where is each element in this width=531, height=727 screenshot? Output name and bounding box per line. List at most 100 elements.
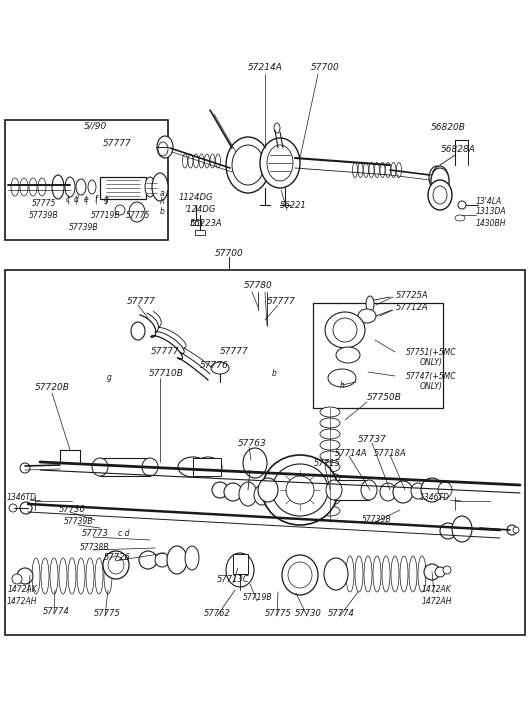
Circle shape [458,201,466,209]
Text: 57730: 57730 [58,505,85,513]
Ellipse shape [320,429,340,439]
Text: 57214A: 57214A [247,63,282,73]
Bar [193,458,221,476]
Ellipse shape [431,168,449,194]
Text: 57777: 57777 [151,348,179,356]
Ellipse shape [286,476,314,504]
Bar [233,554,248,574]
Text: 57775: 57775 [126,211,150,220]
Ellipse shape [108,556,124,574]
Text: 57750B: 57750B [367,393,402,403]
Text: 57775: 57775 [93,609,121,619]
Ellipse shape [366,296,374,312]
Bar [313,303,443,408]
Ellipse shape [52,175,64,199]
Ellipse shape [226,553,254,587]
Ellipse shape [68,558,76,594]
Text: 1472AK: 1472AK [422,585,452,595]
Ellipse shape [421,478,443,502]
Text: 1313DA: 1313DA [476,207,507,217]
Text: ONLY): ONLY) [420,358,443,366]
Circle shape [17,568,33,584]
Ellipse shape [438,482,452,498]
Ellipse shape [409,556,417,592]
Ellipse shape [211,362,229,374]
Bar [191,220,201,225]
Ellipse shape [452,516,472,542]
Circle shape [20,463,30,473]
Text: 57737: 57737 [357,435,387,444]
Text: 57720B: 57720B [35,384,70,393]
Ellipse shape [104,558,112,594]
Ellipse shape [243,448,267,478]
Bar [100,177,146,199]
Circle shape [155,553,169,567]
Ellipse shape [129,202,145,222]
Ellipse shape [320,462,340,472]
Text: 57777: 57777 [126,297,156,307]
Ellipse shape [38,178,46,196]
Ellipse shape [374,163,380,177]
Ellipse shape [193,154,199,168]
Ellipse shape [262,455,338,525]
Circle shape [440,523,456,539]
Ellipse shape [194,457,222,477]
Text: h: h [160,198,165,206]
Ellipse shape [216,154,220,168]
Ellipse shape [50,558,58,594]
Ellipse shape [157,136,173,158]
Ellipse shape [131,322,145,340]
Ellipse shape [145,177,155,197]
Ellipse shape [204,154,210,168]
Text: 57739B: 57739B [29,211,59,220]
Text: b: b [160,206,165,215]
Ellipse shape [88,180,96,194]
Circle shape [12,574,22,584]
Ellipse shape [418,556,426,592]
Bar [100,458,150,476]
Ellipse shape [328,369,356,387]
Text: 57714A: 57714A [335,449,367,457]
Text: 57747(+5MC: 57747(+5MC [406,371,457,380]
Ellipse shape [185,546,199,570]
Ellipse shape [267,145,293,181]
Text: 5//90: 5//90 [83,121,107,131]
Text: 57719B: 57719B [243,593,273,603]
Text: 57730: 57730 [295,609,321,619]
Ellipse shape [288,562,312,588]
Text: 1472AK: 1472AK [7,585,37,595]
Text: 1124DG: 1124DG [179,193,213,203]
Text: d: d [74,195,79,204]
Circle shape [139,551,157,569]
Ellipse shape [142,458,158,476]
Ellipse shape [272,464,328,516]
Ellipse shape [397,163,401,177]
Circle shape [443,566,451,574]
Ellipse shape [210,154,215,168]
Text: 57777: 57777 [220,348,249,356]
Circle shape [212,482,228,498]
Text: 57762: 57762 [203,609,230,619]
Text: c d: c d [118,529,130,539]
Ellipse shape [29,178,37,196]
Ellipse shape [86,558,94,594]
Ellipse shape [358,163,363,177]
Ellipse shape [391,556,399,592]
Ellipse shape [428,180,452,210]
Text: 57739B: 57739B [69,222,99,231]
Text: f: f [95,195,97,204]
Text: g: g [107,374,112,382]
Ellipse shape [431,166,449,196]
Text: 1346TD: 1346TD [7,492,37,502]
Text: 57738B: 57738B [80,542,110,552]
Ellipse shape [320,407,340,417]
Text: 1430BH: 1430BH [476,219,507,228]
Ellipse shape [226,137,270,193]
Ellipse shape [364,163,369,177]
Ellipse shape [178,457,208,477]
Ellipse shape [274,123,280,133]
Text: 57719B: 57719B [91,211,121,220]
Text: h: h [339,380,345,390]
Text: 57718A: 57718A [374,449,406,457]
Text: 57774: 57774 [328,609,354,619]
